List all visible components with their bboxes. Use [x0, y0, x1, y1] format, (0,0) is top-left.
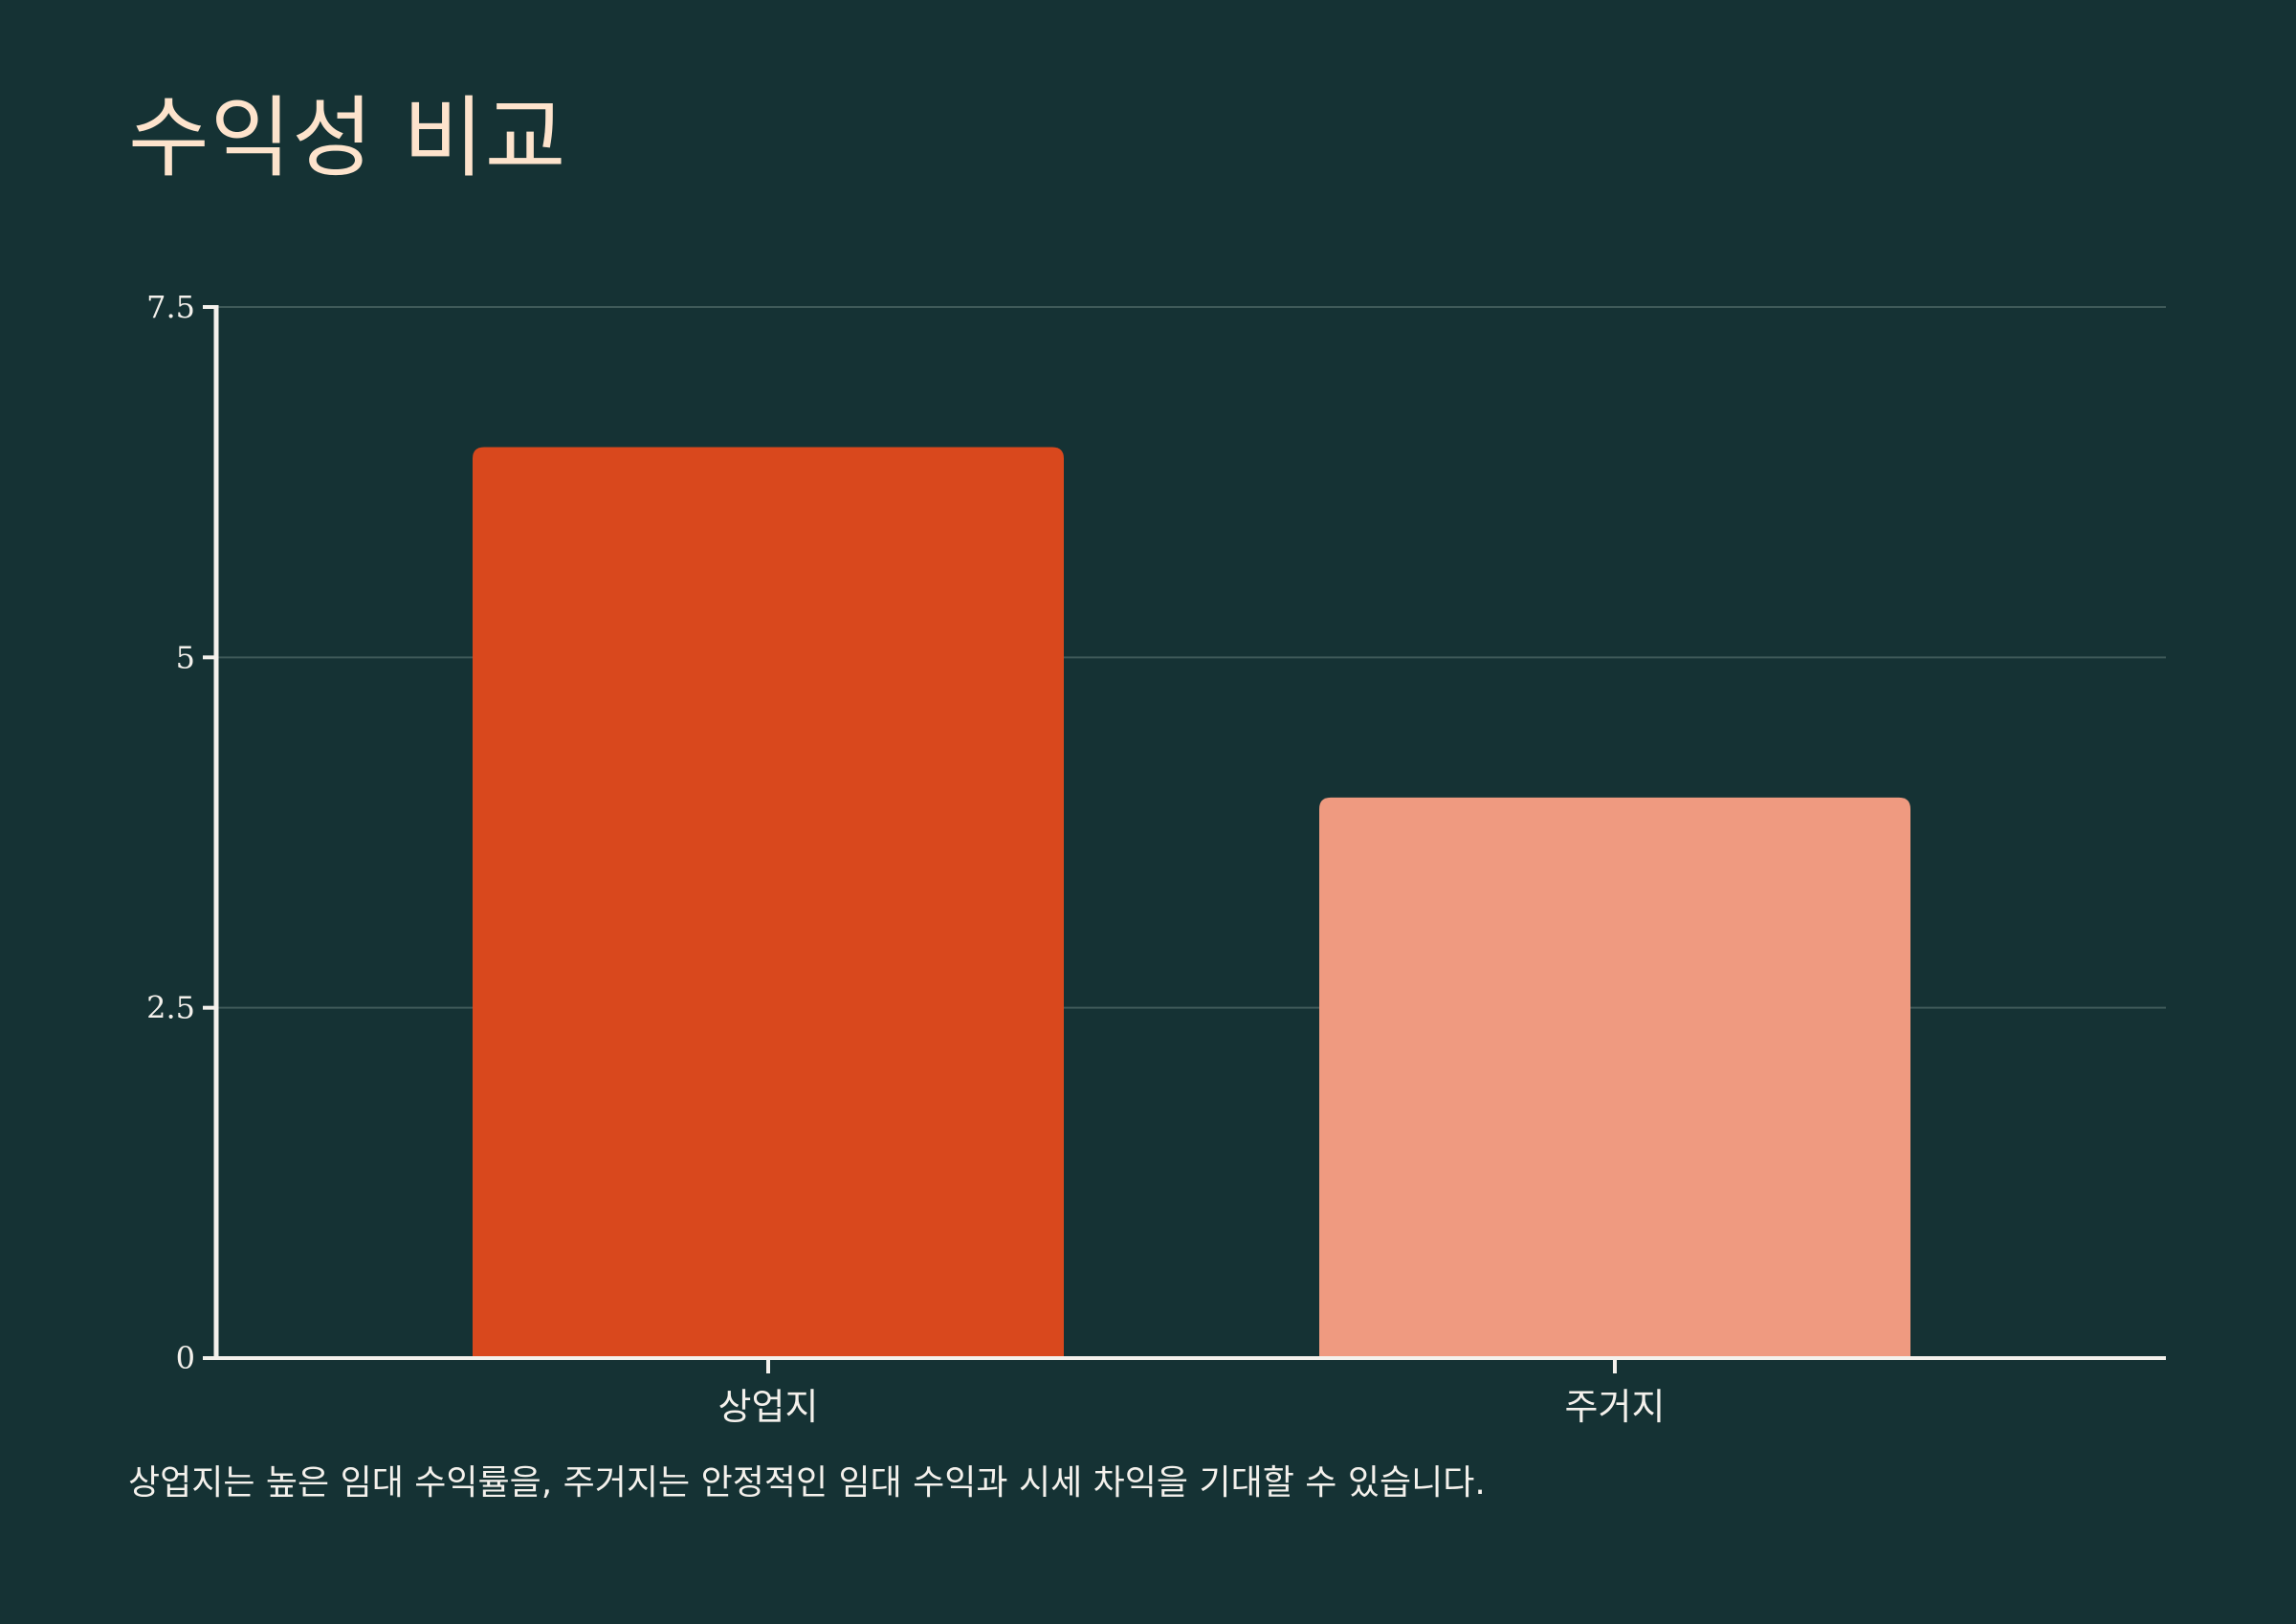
bar-2	[1319, 797, 1910, 1358]
chart-title: 수익성 비교	[128, 87, 567, 189]
y-tick-label: 2.5	[146, 990, 195, 1026]
chart-footnote: 상업지는 높은 임대 수익률을, 주거지는 안정적인 임대 수익과 시세 차익을…	[128, 1463, 1486, 1503]
y-tick-label: 7.5	[146, 289, 195, 325]
y-ticks: 0 2.5 5 7.5	[146, 289, 216, 1376]
bar-1	[473, 447, 1064, 1358]
x-tick-label: 상업지	[718, 1386, 819, 1428]
x-tick-label: 주거지	[1565, 1386, 1666, 1428]
y-tick-label: 5	[176, 639, 195, 675]
y-tick-label: 0	[176, 1340, 195, 1376]
x-ticks: 상업지 주거지	[718, 1358, 1666, 1428]
bars	[473, 447, 1910, 1358]
axes	[213, 305, 2166, 1360]
